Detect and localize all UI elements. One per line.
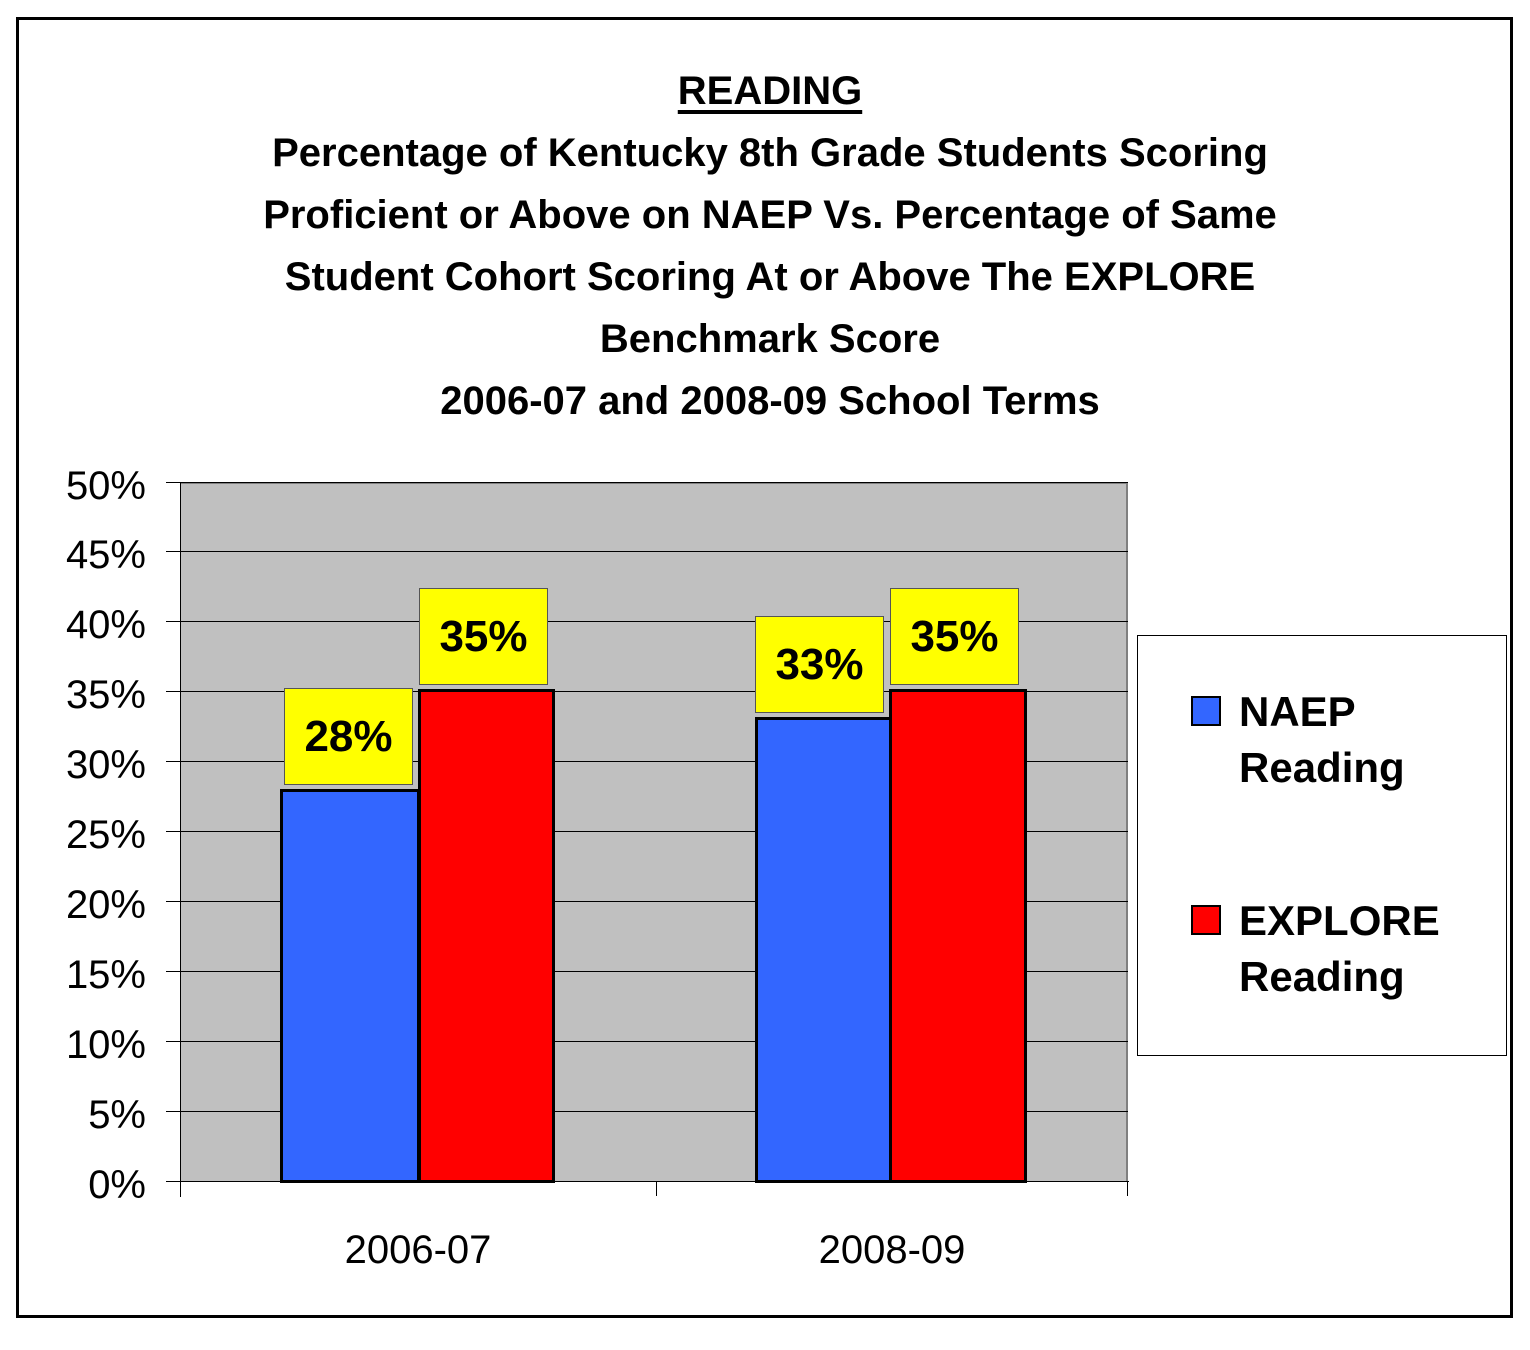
title-line-5: 2006-07 and 2008-09 School Terms bbox=[440, 379, 1100, 423]
legend-swatch-red-icon bbox=[1191, 905, 1221, 935]
gridline-15 bbox=[166, 971, 1128, 972]
legend-label: EXPLORE bbox=[1239, 897, 1440, 944]
gridline-40 bbox=[166, 621, 1128, 622]
bar-explore-2008-09 bbox=[889, 689, 1027, 1183]
title-line-3: Student Cohort Scoring At or Above The E… bbox=[284, 255, 1256, 299]
y-tick-label: 40% bbox=[65, 603, 146, 647]
x-tick-label-2006-07: 2006-07 bbox=[344, 1228, 492, 1272]
y-tick-label: 30% bbox=[65, 743, 146, 787]
bar-naep-2008-09 bbox=[755, 717, 892, 1183]
data-label-explore-2006-07: 35% bbox=[419, 588, 548, 685]
bar-naep-2006-07 bbox=[280, 789, 420, 1183]
chart-frame bbox=[16, 17, 1513, 1318]
gridline-50 bbox=[166, 482, 1128, 483]
x-tick-label-2008-09: 2008-09 bbox=[818, 1228, 966, 1272]
title-heading: READING bbox=[677, 69, 863, 113]
title-line-1: Percentage of Kentucky 8th Grade Student… bbox=[272, 131, 1268, 175]
y-tick-label: 25% bbox=[65, 813, 146, 857]
x-tick bbox=[1127, 1181, 1128, 1196]
x-axis-line bbox=[166, 1181, 1129, 1182]
y-axis-line bbox=[180, 482, 181, 1197]
chart-title: READING Percentage of Kentucky 8th Grade… bbox=[0, 60, 1530, 432]
y-tick-label: 15% bbox=[65, 953, 146, 997]
legend-label: Reading bbox=[1239, 744, 1405, 791]
y-tick-label: 5% bbox=[88, 1093, 146, 1137]
legend-label: Reading bbox=[1239, 953, 1405, 1000]
gridline-25 bbox=[166, 831, 1128, 832]
legend-label: NAEP bbox=[1239, 688, 1356, 735]
gridline-30 bbox=[166, 761, 1128, 762]
y-tick-label: 45% bbox=[65, 533, 146, 577]
title-line-4: Benchmark Score bbox=[599, 317, 941, 361]
gridline-45 bbox=[166, 551, 1128, 552]
legend: NAEP Reading EXPLORE Reading bbox=[1137, 635, 1507, 1056]
data-label-naep-2008-09: 33% bbox=[755, 616, 884, 713]
x-tick bbox=[656, 1181, 657, 1196]
y-tick-label: 0% bbox=[88, 1163, 146, 1207]
gridline-10 bbox=[166, 1041, 1128, 1042]
legend-swatch-blue-icon bbox=[1191, 696, 1221, 726]
title-line-2: Proficient or Above on NAEP Vs. Percenta… bbox=[263, 193, 1277, 237]
y-tick-label: 50% bbox=[65, 464, 146, 508]
gridline-35 bbox=[166, 691, 1128, 692]
data-label-explore-2008-09: 35% bbox=[890, 588, 1019, 685]
y-tick-label: 20% bbox=[65, 883, 146, 927]
gridline-5 bbox=[166, 1111, 1128, 1112]
y-tick-label: 10% bbox=[65, 1023, 146, 1067]
y-tick-label: 35% bbox=[65, 673, 146, 717]
bar-explore-2006-07 bbox=[418, 689, 555, 1183]
gridline-20 bbox=[166, 901, 1128, 902]
data-label-naep-2006-07: 28% bbox=[284, 688, 413, 785]
